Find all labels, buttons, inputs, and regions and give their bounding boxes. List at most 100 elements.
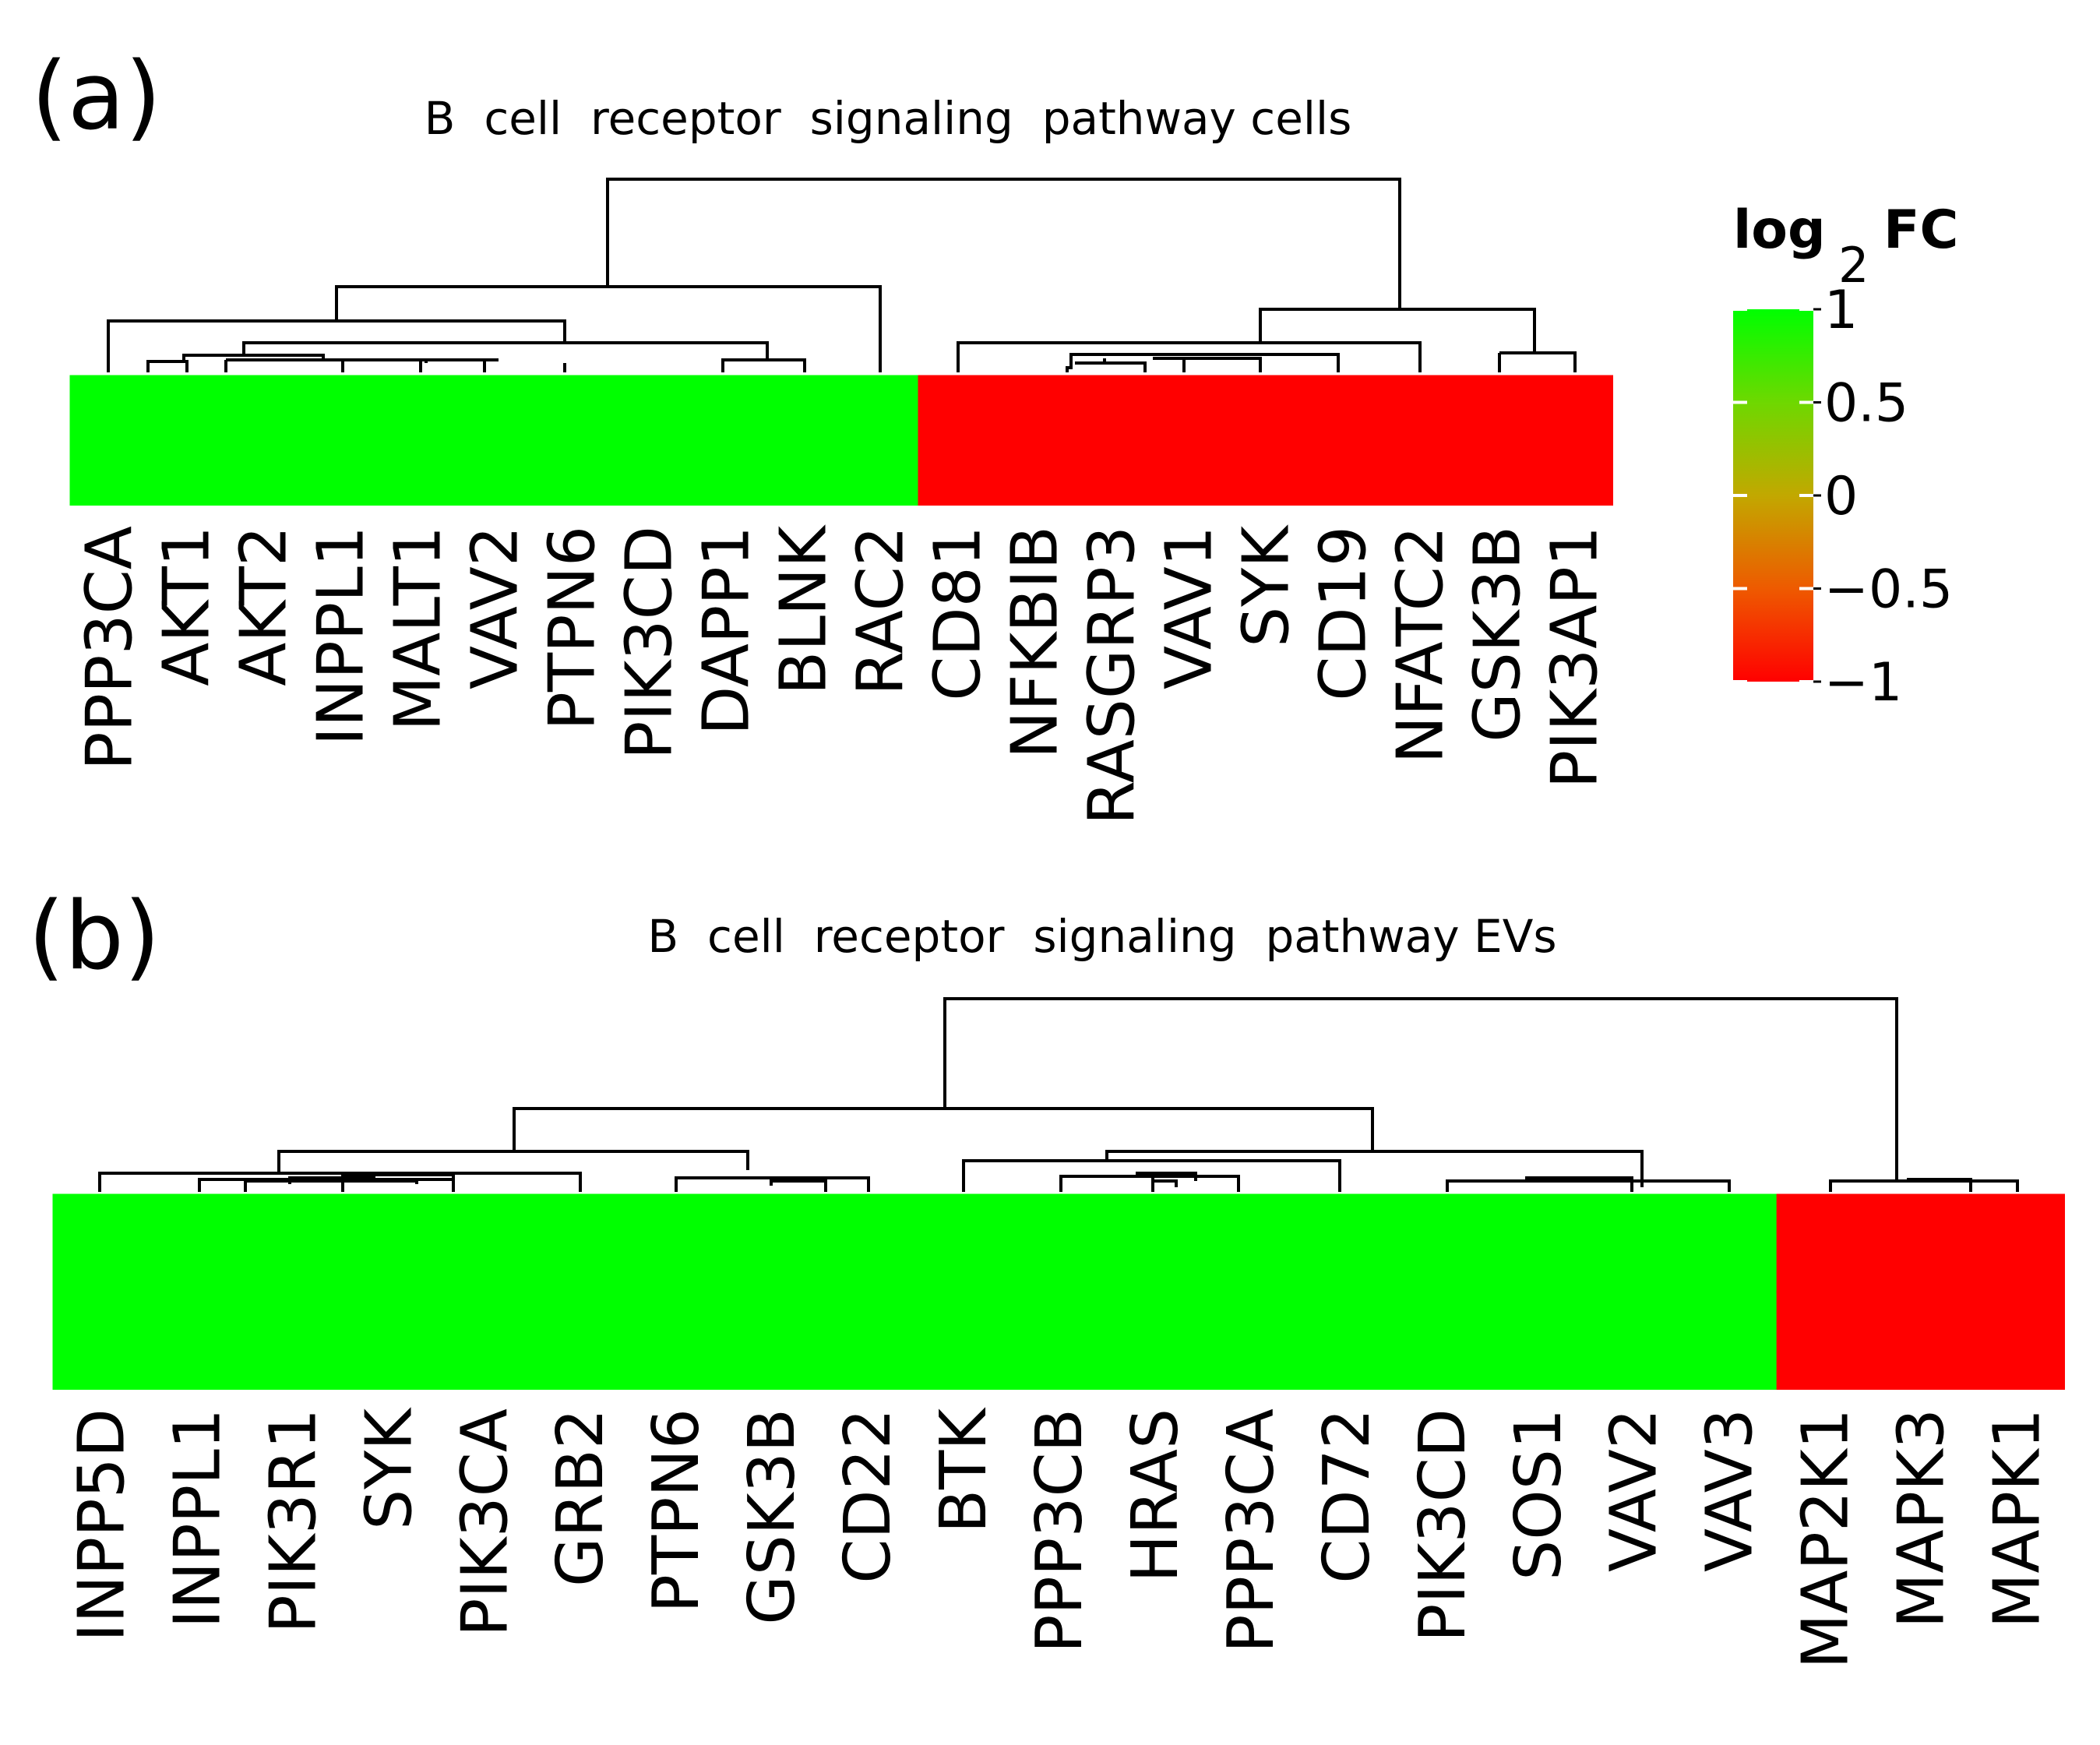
heat-cell-mapk1 <box>1968 1193 2065 1292</box>
heat-cell-cd72 <box>1297 1193 1395 1292</box>
gene-label-pik3cd: PIK3CD <box>1406 1408 1480 1642</box>
gene-label-nfkbib: NFKBIB <box>999 526 1073 759</box>
heat-cell-syk <box>340 1193 437 1292</box>
heat-cell-akt2 <box>224 439 302 506</box>
heat-cell-syk <box>340 1291 437 1390</box>
dendro-a-root <box>606 178 1401 309</box>
heat-cell-vav1 <box>1149 375 1228 441</box>
legend-title-subscript: 2 <box>1838 237 1869 294</box>
heat-cell-cd81 <box>918 439 996 506</box>
heat-cell-btk <box>914 1193 1012 1292</box>
gene-label-ppp3ca: PPP3CA <box>1214 1408 1288 1653</box>
heat-cell-pik3r1 <box>244 1193 341 1292</box>
heat-cell-ptpn6 <box>532 375 611 441</box>
heat-cell-ptpn6 <box>627 1193 724 1292</box>
heat-cell-vav2 <box>455 439 534 506</box>
panel-b-dendrogram <box>98 997 2019 1192</box>
heat-cell-inpp5d <box>52 1193 150 1292</box>
heat-cell-rac2 <box>840 439 919 506</box>
heat-cell-ppp3ca <box>1201 1193 1299 1292</box>
heat-cell-nfkbib <box>995 439 1073 506</box>
heat-cell-akt2 <box>224 375 302 441</box>
heat-cell-malt1 <box>378 439 456 506</box>
gene-label-inppl1: INPPL1 <box>305 526 379 746</box>
heat-cell-akt1 <box>146 439 225 506</box>
heat-cell-dapp1 <box>686 439 765 506</box>
panel-a-dendrogram <box>107 178 1577 372</box>
gene-label-sos1: SOS1 <box>1502 1408 1576 1581</box>
heat-cell-hras <box>1105 1193 1203 1292</box>
gene-label-syk: SYK <box>352 1407 426 1530</box>
heat-cell-cd81 <box>918 375 996 441</box>
panel-b-title: B cell receptor signaling pathway EVs <box>647 910 1556 963</box>
gene-label-vav2: VAV2 <box>459 526 533 689</box>
gene-label-pik3ca: PIK3CA <box>448 1408 522 1637</box>
heat-cell-rasgrp3 <box>1072 439 1150 506</box>
gene-label-gsk3b: GSK3B <box>735 1408 809 1625</box>
gene-label-ppp3ca: PPP3CA <box>73 526 147 770</box>
dendro-b-root <box>943 997 1898 1181</box>
legend-tick-label: 0 <box>1824 466 1858 527</box>
heat-cell-nfatc2 <box>1380 439 1459 506</box>
heat-cell-akt1 <box>146 375 225 441</box>
heat-cell-pik3cd <box>1393 1291 1491 1390</box>
heat-cell-grb2 <box>531 1291 629 1390</box>
heat-cell-vav2 <box>1584 1291 1682 1390</box>
panel-a-gene-labels: PPP3CA AKT1 AKT2 INPPL1 MALT1 VAV2 PTPN6 PIK3CD… <box>73 524 1612 825</box>
heat-cell-ppp3cb <box>1010 1291 1108 1390</box>
heat-cell-cd19 <box>1303 375 1382 441</box>
heat-cell-cd22 <box>819 1193 916 1292</box>
heat-cell-pik3ca <box>435 1291 533 1390</box>
legend-tick-label: −1 <box>1824 652 1902 714</box>
heat-cell-sos1 <box>1489 1291 1587 1390</box>
heat-cell-pik3ca <box>435 1193 533 1292</box>
gene-label-mapk3: MAPK3 <box>1885 1408 1959 1628</box>
heat-cell-rasgrp3 <box>1072 375 1150 441</box>
gene-label-inpp5d: INPP5D <box>65 1408 139 1642</box>
heat-cell-ptpn6 <box>532 439 611 506</box>
gene-label-ptpn6: PTPN6 <box>536 526 610 731</box>
heat-cell-cd19 <box>1303 439 1382 506</box>
heat-cell-malt1 <box>378 375 456 441</box>
gene-label-pik3cd: PIK3CD <box>613 526 687 760</box>
gene-label-cd22: CD22 <box>831 1408 905 1584</box>
heat-cell-gsk3b <box>1457 375 1536 441</box>
heat-cell-syk <box>1226 439 1305 506</box>
heat-cell-inppl1 <box>301 375 379 441</box>
heat-cell-mapk1 <box>1968 1291 2065 1390</box>
panel-b: (b) B cell receptor signaling pathway EV… <box>28 883 2065 1669</box>
legend-tick-label: 0.5 <box>1824 373 1908 435</box>
heat-cell-inppl1 <box>148 1291 245 1390</box>
heat-cell-ppp3ca <box>69 375 148 441</box>
panel-a: (a) B cell receptor signaling pathway ce… <box>31 43 1613 825</box>
gene-label-dapp1: DAPP1 <box>690 526 764 735</box>
heat-cell-pik3cd <box>609 439 688 506</box>
gene-label-gsk3b: GSK3B <box>1461 526 1535 742</box>
heat-cell-pik3r1 <box>244 1291 341 1390</box>
heat-cell-vav1 <box>1149 439 1228 506</box>
heat-cell-vav3 <box>1680 1291 1778 1390</box>
legend-title-log: log <box>1733 199 1826 261</box>
heat-cell-ptpn6 <box>627 1291 724 1390</box>
heat-cell-ppp3cb <box>1010 1193 1108 1292</box>
heat-cell-syk <box>1226 375 1305 441</box>
gene-label-vav2: VAV2 <box>1598 1408 1672 1572</box>
gene-label-syk: SYK <box>1230 524 1304 647</box>
gene-label-ptpn6: PTPN6 <box>640 1408 714 1613</box>
gene-label-grb2: GRB2 <box>544 1408 618 1587</box>
heat-cell-cd72 <box>1297 1291 1395 1390</box>
heat-cell-pik3ap1 <box>1534 439 1613 506</box>
heat-cell-mapk3 <box>1872 1291 1970 1390</box>
heat-cell-pik3ap1 <box>1534 375 1613 441</box>
gene-label-hras: HRAS <box>1119 1408 1193 1582</box>
heat-cell-sos1 <box>1489 1193 1587 1292</box>
heat-cell-vav2 <box>455 375 534 441</box>
heat-cell-blnk <box>763 375 842 441</box>
heat-cell-pik3cd <box>609 375 688 441</box>
heat-cell-dapp1 <box>686 375 765 441</box>
gene-label-pik3r1: PIK3R1 <box>256 1408 330 1634</box>
heat-cell-vav2 <box>1584 1193 1682 1292</box>
heat-cell-nfkbib <box>995 375 1073 441</box>
legend-ticks: 1 0.5 0 −0.5 −1 <box>1733 280 1953 714</box>
